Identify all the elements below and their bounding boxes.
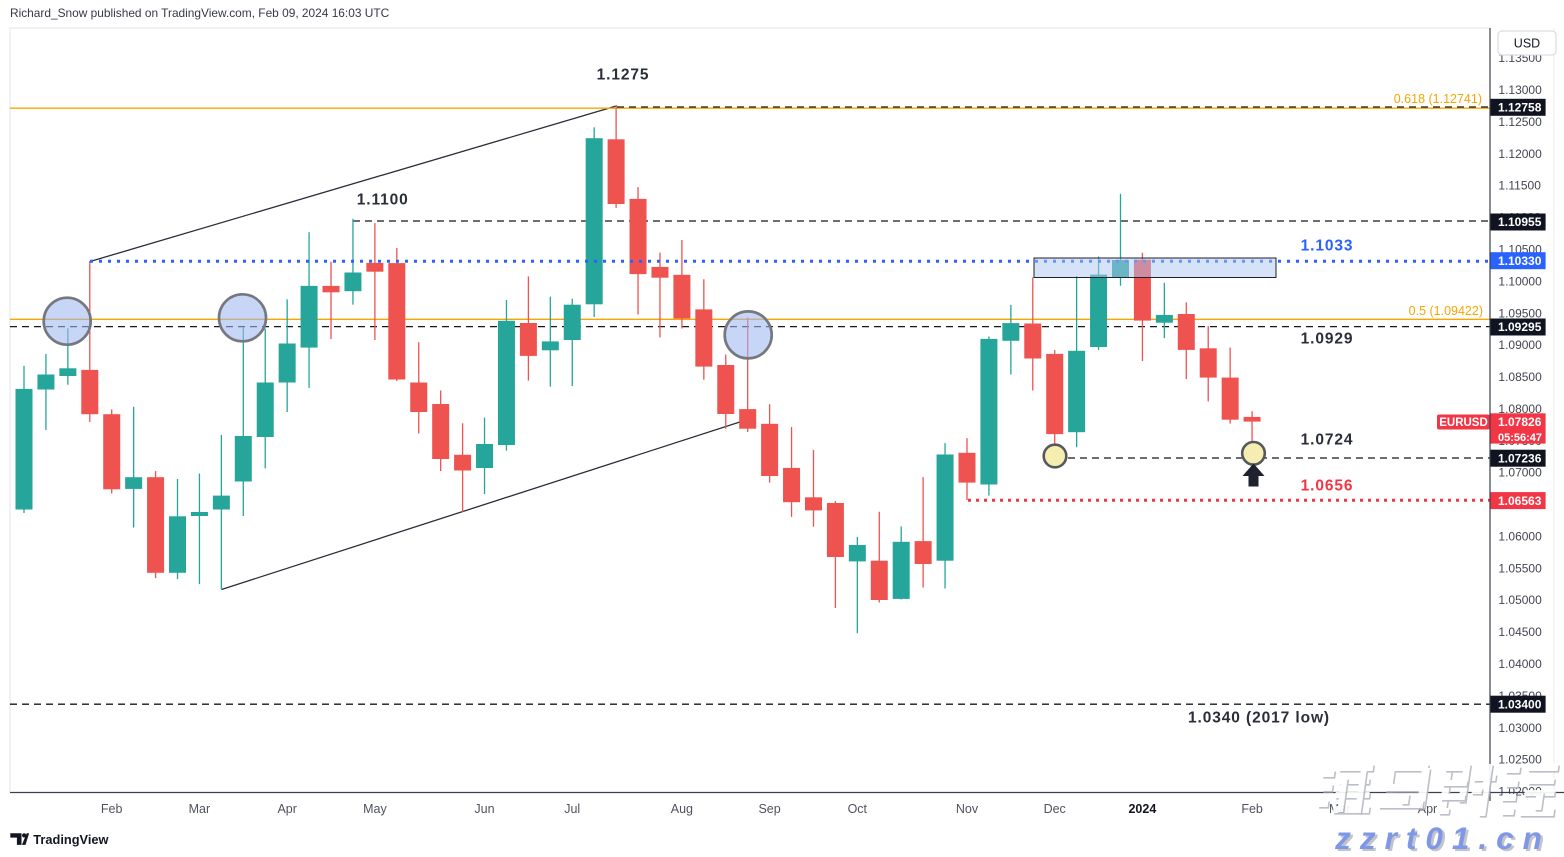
svg-text:Jun: Jun bbox=[474, 802, 494, 816]
svg-text:1.03000: 1.03000 bbox=[1498, 721, 1542, 735]
svg-text:USD: USD bbox=[1514, 37, 1540, 51]
svg-text:1.05000: 1.05000 bbox=[1498, 593, 1542, 607]
svg-text:1.10955: 1.10955 bbox=[1498, 215, 1542, 229]
svg-text:05:56:47: 05:56:47 bbox=[1498, 432, 1542, 444]
svg-text:0.5 (1.09422): 0.5 (1.09422) bbox=[1409, 304, 1483, 318]
svg-text:1.0656: 1.0656 bbox=[1301, 478, 1354, 495]
svg-text:1.07826: 1.07826 bbox=[1498, 415, 1542, 429]
svg-text:1.12500: 1.12500 bbox=[1498, 115, 1542, 129]
svg-text:EURUSD: EURUSD bbox=[1439, 417, 1488, 429]
svg-text:1.05500: 1.05500 bbox=[1498, 561, 1542, 575]
svg-text:1.07236: 1.07236 bbox=[1498, 451, 1542, 465]
svg-text:Apr: Apr bbox=[277, 802, 296, 816]
svg-text:0.618 (1.12741): 0.618 (1.12741) bbox=[1394, 92, 1482, 106]
svg-text:zzrt01.cn: zzrt01.cn bbox=[1334, 820, 1551, 856]
svg-text:1.07000: 1.07000 bbox=[1498, 466, 1542, 480]
svg-text:1.06000: 1.06000 bbox=[1498, 530, 1542, 544]
svg-text:1.04500: 1.04500 bbox=[1498, 625, 1542, 639]
svg-text:Feb: Feb bbox=[101, 802, 123, 816]
svg-text:Dec: Dec bbox=[1044, 802, 1066, 816]
svg-text:1.12000: 1.12000 bbox=[1498, 147, 1542, 161]
svg-text:1.04000: 1.04000 bbox=[1498, 657, 1542, 671]
svg-text:1.0929: 1.0929 bbox=[1301, 331, 1354, 348]
svg-text:1.03400: 1.03400 bbox=[1498, 697, 1542, 711]
svg-text:1.09295: 1.09295 bbox=[1498, 320, 1542, 334]
svg-text:1.06563: 1.06563 bbox=[1498, 494, 1542, 508]
svg-text:zzrt01.cn: zzrt01.cn bbox=[1337, 822, 1554, 857]
svg-text:1.1100: 1.1100 bbox=[357, 192, 409, 209]
svg-text:Oct: Oct bbox=[848, 802, 868, 816]
svg-text:1.1033: 1.1033 bbox=[1301, 238, 1354, 255]
svg-text:2024: 2024 bbox=[1128, 802, 1156, 816]
svg-text:1.0724: 1.0724 bbox=[1301, 432, 1354, 449]
svg-text:1.13000: 1.13000 bbox=[1498, 83, 1542, 97]
svg-text:1.08000: 1.08000 bbox=[1498, 402, 1542, 416]
svg-text:1.10000: 1.10000 bbox=[1498, 274, 1542, 288]
svg-text:Mar: Mar bbox=[189, 802, 211, 816]
svg-text:1.09000: 1.09000 bbox=[1498, 338, 1542, 352]
svg-text:May: May bbox=[363, 802, 387, 816]
svg-text:1.10330: 1.10330 bbox=[1498, 254, 1542, 268]
svg-text:Aug: Aug bbox=[671, 802, 693, 816]
svg-text:1.12758: 1.12758 bbox=[1498, 101, 1542, 115]
svg-text:1.08500: 1.08500 bbox=[1498, 370, 1542, 384]
svg-text:Jul: Jul bbox=[564, 802, 580, 816]
svg-text:TradingView: TradingView bbox=[33, 832, 108, 847]
svg-text:1.0340 (2017 low): 1.0340 (2017 low) bbox=[1188, 710, 1330, 727]
svg-text:1.11500: 1.11500 bbox=[1498, 179, 1541, 193]
svg-text:Feb: Feb bbox=[1241, 802, 1263, 816]
svg-text:1.02500: 1.02500 bbox=[1498, 753, 1542, 767]
svg-text:Sep: Sep bbox=[758, 802, 780, 816]
svg-text:Nov: Nov bbox=[956, 802, 979, 816]
svg-text:1.09500: 1.09500 bbox=[1498, 306, 1542, 320]
svg-text:1.1275: 1.1275 bbox=[597, 67, 650, 84]
